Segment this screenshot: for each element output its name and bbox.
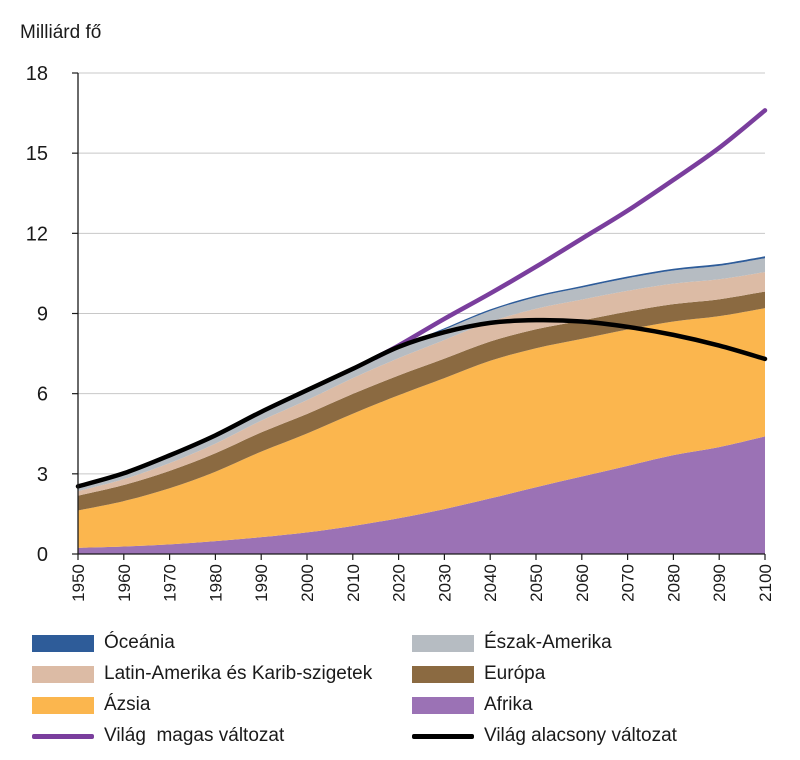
area-afrika <box>78 436 765 554</box>
legend-swatch-africa <box>412 696 474 714</box>
y-axis-title: Milliárd fő <box>20 22 101 43</box>
legend-swatch-latin-america <box>32 665 94 683</box>
legend-line-world-high <box>32 733 94 739</box>
legend-label-europe: Európa <box>484 663 546 684</box>
legend-item-latin-america: Latin-Amerika és Karib-szigetek <box>32 661 372 687</box>
x-tick-label-1950: 1950 <box>69 564 88 602</box>
stacked-areas <box>78 256 765 554</box>
y-tick-label-9: 9 <box>37 304 48 326</box>
projection-lines <box>75 108 768 489</box>
legend-item-oceania: Óceánia <box>32 630 175 656</box>
y-tick-label-3: 3 <box>37 464 48 486</box>
legend-line-world-low <box>412 733 474 739</box>
area-europa <box>78 291 765 511</box>
legend-label-latin-america: Latin-Amerika és Karib-szigetek <box>104 663 373 684</box>
legend-swatch-oceania <box>32 634 94 652</box>
legend-item-world-low: Világ alacsony változat <box>412 723 677 749</box>
x-tick-label-2070: 2070 <box>619 564 638 602</box>
x-tick-label-2090: 2090 <box>710 564 729 602</box>
legend-label-africa: Afrika <box>484 694 533 715</box>
y-ticks: 0 3 6 9 12 15 18 <box>26 63 78 566</box>
y-tick-label-15: 15 <box>26 143 48 165</box>
legend-item-europe: Európa <box>412 661 545 687</box>
y-tick-label-12: 12 <box>26 223 48 245</box>
legend-swatch-north-america <box>412 634 474 652</box>
legend-label-asia: Ázsia <box>104 694 151 715</box>
legend-item-asia: Ázsia <box>32 692 150 718</box>
legend-label-world-high: Világ magas változat <box>104 725 285 746</box>
x-tick-label-2060: 2060 <box>573 564 592 602</box>
legend-item-africa: Afrika <box>412 692 533 718</box>
legend-swatch-europe <box>412 665 474 683</box>
legend-label-world-low: Világ alacsony változat <box>484 725 677 746</box>
line-vilag-magas-valtozat <box>373 108 768 360</box>
y-tick-label-6: 6 <box>37 384 48 406</box>
x-tick-label-2030: 2030 <box>435 564 454 602</box>
x-tick-label-2020: 2020 <box>390 564 409 602</box>
legend: Óceánia Észak-Amerika Latin-Amerika és K… <box>32 630 792 754</box>
x-tick-label-2050: 2050 <box>527 564 546 602</box>
x-tick-label-2100: 2100 <box>756 564 775 602</box>
x-tick-label-2000: 2000 <box>298 564 317 602</box>
area-azsia <box>78 308 765 548</box>
area-latin-amerika-es-karib-szigetek <box>78 272 765 496</box>
legend-swatch-asia <box>32 696 94 714</box>
x-tick-label-1970: 1970 <box>161 564 180 602</box>
x-tick-label-1960: 1960 <box>115 564 134 602</box>
legend-label-north-america: Észak-Amerika <box>484 632 612 653</box>
x-tick-label-1980: 1980 <box>206 564 225 602</box>
x-ticks: 1950 1960 1970 1980 1990 2000 2010 2020 2030 2040… <box>69 554 775 602</box>
legend-item-world-high: Világ magas változat <box>32 723 284 749</box>
legend-item-north-america: Észak-Amerika <box>412 630 612 656</box>
x-tick-label-1990: 1990 <box>252 564 271 602</box>
legend-label-oceania: Óceánia <box>104 632 175 653</box>
line-vilag-alacsony-valtozat <box>75 317 768 489</box>
x-tick-label-2080: 2080 <box>664 564 683 602</box>
area-eszak-amerika <box>78 258 765 492</box>
x-tick-label-2040: 2040 <box>481 564 500 602</box>
x-tick-label-2010: 2010 <box>344 564 363 602</box>
y-tick-label-18: 18 <box>26 63 48 85</box>
y-tick-label-0: 0 <box>37 544 48 566</box>
